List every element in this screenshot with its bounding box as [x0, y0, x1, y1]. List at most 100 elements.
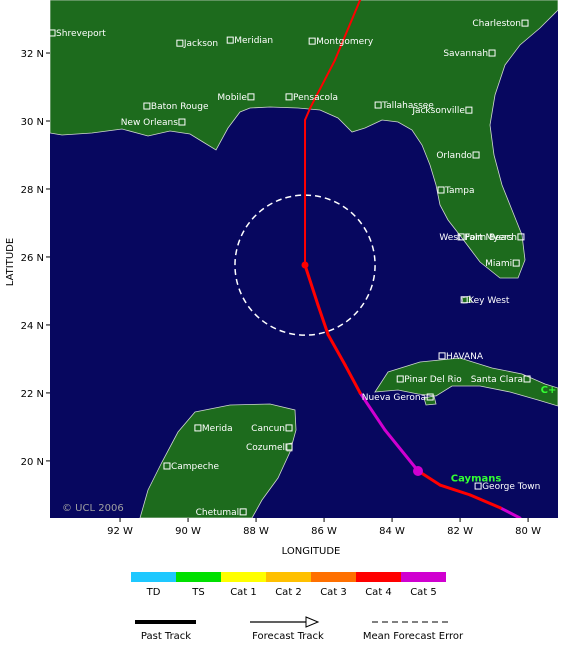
y-tick-label: 26 N — [21, 253, 44, 264]
past-track — [498, 506, 522, 518]
city-marker — [438, 352, 446, 360]
x-tick-label: 82 W — [447, 526, 473, 537]
city-label: Charleston — [472, 19, 521, 29]
legend-forecast-arrow — [305, 616, 320, 628]
city-marker — [472, 151, 480, 159]
y-tick-label: 30 N — [21, 117, 44, 128]
past-track — [383, 428, 420, 473]
city-label: Mobile — [217, 93, 247, 103]
category-label: Cat 3 — [320, 587, 347, 598]
category-label: TD — [146, 587, 161, 598]
x-axis-label: LONGITUDE — [282, 546, 341, 557]
region-label: Caymans — [451, 473, 502, 484]
city-label: Key West — [468, 296, 510, 306]
city-label: Chetumal — [196, 508, 240, 518]
x-tick-label: 90 W — [175, 526, 201, 537]
city-label: Shreveport — [56, 29, 106, 39]
city-marker — [247, 93, 255, 101]
category-label: Cat 5 — [410, 587, 437, 598]
city-label: Miami — [485, 259, 512, 269]
past-track — [438, 483, 472, 497]
forecast-track — [309, 59, 336, 110]
copyright: © UCL 2006 — [62, 503, 124, 514]
past-track — [326, 333, 347, 367]
category-label: Cat 4 — [365, 587, 392, 598]
city-label: Campeche — [171, 462, 219, 472]
city-label: Cancun — [251, 424, 285, 434]
past-track — [303, 263, 320, 307]
x-tick-label: 88 W — [243, 526, 269, 537]
category-swatch — [311, 572, 356, 582]
track-dot — [413, 466, 423, 476]
city-label: Jacksonville — [411, 106, 465, 116]
city-label: HAVANA — [446, 352, 484, 362]
category-label: TS — [191, 587, 204, 598]
city-label: Jackson — [183, 39, 218, 49]
region-label: C+ — [541, 385, 557, 396]
legend-past: Past Track — [141, 631, 191, 642]
city-label: West Palm Beach — [439, 233, 517, 243]
city-label: New Orleans — [121, 118, 179, 128]
city-marker — [239, 508, 247, 516]
land-us — [50, 0, 558, 279]
y-tick-label: 22 N — [21, 389, 44, 400]
category-swatch — [221, 572, 266, 582]
past-track — [343, 363, 362, 395]
city-marker — [523, 375, 531, 383]
city-marker — [465, 106, 473, 114]
city-label: Tallahassee — [381, 101, 434, 111]
city-label: Pensacola — [293, 93, 338, 103]
category-swatch — [356, 572, 401, 582]
past-track — [468, 493, 502, 510]
city-label: Montgomery — [316, 37, 374, 47]
y-axis-label: LATITUDE — [5, 238, 16, 286]
city-marker — [437, 186, 445, 194]
category-swatch — [401, 572, 446, 582]
y-tick-label: 28 N — [21, 185, 44, 196]
city-label: Meridian — [234, 36, 273, 46]
city-label: George Town — [482, 482, 540, 492]
city-marker — [285, 443, 293, 451]
y-tick-label: 20 N — [21, 457, 44, 468]
city-marker — [488, 49, 496, 57]
city-marker — [396, 375, 404, 383]
forecast-track — [333, 0, 362, 62]
land-yucatan — [139, 403, 297, 518]
current-position — [301, 261, 309, 269]
city-marker — [457, 233, 465, 241]
city-marker — [226, 36, 234, 44]
city-marker — [176, 39, 184, 47]
category-swatch — [266, 572, 311, 582]
city-marker — [517, 233, 525, 241]
land-cuba — [374, 357, 558, 407]
city-marker — [285, 93, 293, 101]
x-tick-label: 86 W — [311, 526, 337, 537]
y-tick-label: 32 N — [21, 49, 44, 60]
city-label: Savannah — [443, 49, 488, 59]
y-tick-label: 24 N — [21, 321, 44, 332]
city-label: Cozumel — [246, 443, 285, 453]
category-swatch — [176, 572, 221, 582]
city-marker — [426, 393, 434, 401]
city-label: Baton Rouge — [151, 102, 209, 112]
city-marker — [178, 118, 186, 126]
city-label: Fort Myers — [465, 233, 513, 243]
city-marker — [163, 462, 171, 470]
category-swatch — [131, 572, 176, 582]
city-marker — [374, 101, 382, 109]
forecast-track — [304, 107, 312, 121]
past-track — [316, 303, 330, 337]
city-marker — [460, 296, 468, 304]
forecast-error-circle — [234, 194, 376, 336]
past-track — [358, 391, 387, 432]
legend-error: Mean Forecast Error — [363, 631, 464, 642]
city-marker — [308, 37, 316, 45]
x-tick-label: 92 W — [107, 526, 133, 537]
city-marker — [143, 102, 151, 110]
city-label: Tampa — [444, 186, 475, 196]
city-label: Santa Clara — [471, 375, 523, 385]
x-tick-label: 84 W — [379, 526, 405, 537]
city-marker — [285, 424, 293, 432]
city-label: Orlando — [436, 151, 472, 161]
